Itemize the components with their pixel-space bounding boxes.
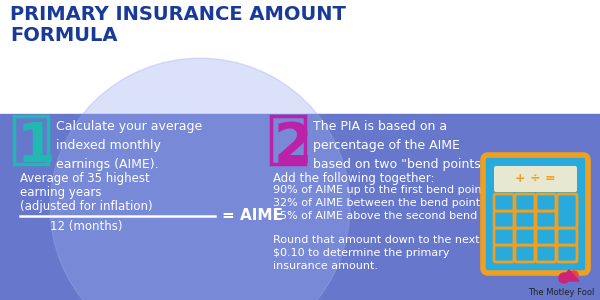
Text: The Motley Fool: The Motley Fool	[528, 288, 594, 297]
Text: + ÷ =: + ÷ =	[515, 172, 556, 185]
Text: (adjusted for inflation): (adjusted for inflation)	[20, 200, 152, 213]
Ellipse shape	[50, 58, 350, 300]
Circle shape	[570, 271, 578, 279]
Text: = AIME: = AIME	[222, 208, 283, 223]
FancyBboxPatch shape	[557, 228, 577, 245]
Text: 90% of AIME up to the first bend point.: 90% of AIME up to the first bend point.	[273, 185, 490, 195]
Text: earning years: earning years	[20, 186, 101, 199]
Text: Round that amount down to the next: Round that amount down to the next	[273, 235, 479, 245]
Text: The PIA is based on a
percentage of the AIME
based on two "bend points.": The PIA is based on a percentage of the …	[313, 120, 491, 171]
Text: 32% of AIME between the bend points.: 32% of AIME between the bend points.	[273, 198, 490, 208]
FancyBboxPatch shape	[515, 194, 535, 211]
FancyBboxPatch shape	[536, 194, 556, 211]
FancyBboxPatch shape	[515, 211, 535, 228]
Text: Calculate your average
indexed monthly
earnings (AIME).: Calculate your average indexed monthly e…	[56, 120, 202, 171]
Text: $0.10 to determine the primary: $0.10 to determine the primary	[273, 248, 449, 258]
Text: insurance amount.: insurance amount.	[273, 261, 378, 271]
Polygon shape	[559, 270, 579, 281]
FancyBboxPatch shape	[483, 155, 588, 273]
Text: 12 (months): 12 (months)	[50, 220, 122, 233]
FancyBboxPatch shape	[515, 228, 535, 245]
Text: 2: 2	[274, 120, 313, 174]
Bar	[0, 0, 600, 114]
FancyBboxPatch shape	[494, 211, 514, 228]
Bar	[0, 114, 600, 300]
Text: PRIMARY INSURANCE AMOUNT: PRIMARY INSURANCE AMOUNT	[10, 5, 346, 24]
FancyBboxPatch shape	[494, 194, 514, 211]
Text: Average of 35 highest: Average of 35 highest	[20, 172, 150, 185]
FancyBboxPatch shape	[557, 194, 577, 228]
Text: 1: 1	[17, 120, 56, 174]
FancyBboxPatch shape	[536, 245, 556, 262]
FancyBboxPatch shape	[494, 228, 514, 245]
FancyBboxPatch shape	[536, 211, 556, 228]
Text: 15% of AIME above the second bend point.: 15% of AIME above the second bend point.	[273, 211, 513, 221]
FancyBboxPatch shape	[536, 228, 556, 245]
Circle shape	[559, 273, 569, 283]
FancyBboxPatch shape	[494, 245, 514, 262]
FancyBboxPatch shape	[557, 245, 577, 262]
Text: Add the following together:: Add the following together:	[273, 172, 434, 185]
FancyBboxPatch shape	[494, 166, 577, 192]
Text: FORMULA: FORMULA	[10, 26, 118, 45]
FancyBboxPatch shape	[515, 245, 535, 262]
